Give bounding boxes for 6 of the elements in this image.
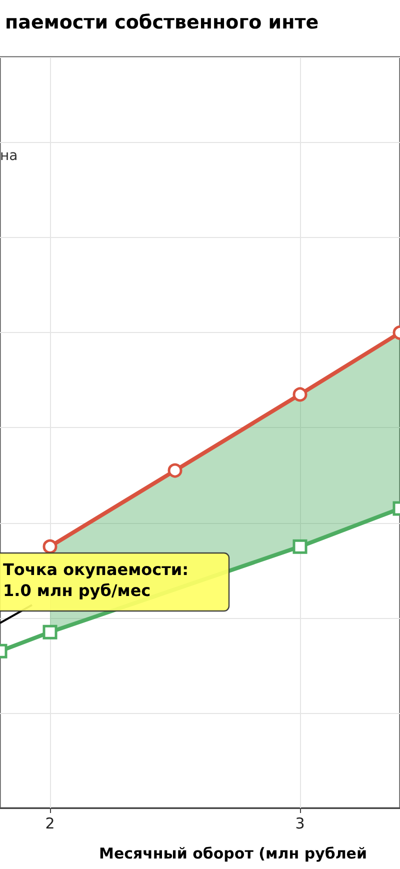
x-axis-title: Месячный оборот (млн рублей xyxy=(99,844,367,862)
annotation: Точка окупаемости: 1.0 млн руб/мес xyxy=(3,560,189,600)
x-tick-label: 2 xyxy=(45,814,55,832)
x-tick-label: 3 xyxy=(295,814,305,832)
text: на xyxy=(0,148,18,164)
chart-title: паемости собственного инте xyxy=(5,12,319,34)
